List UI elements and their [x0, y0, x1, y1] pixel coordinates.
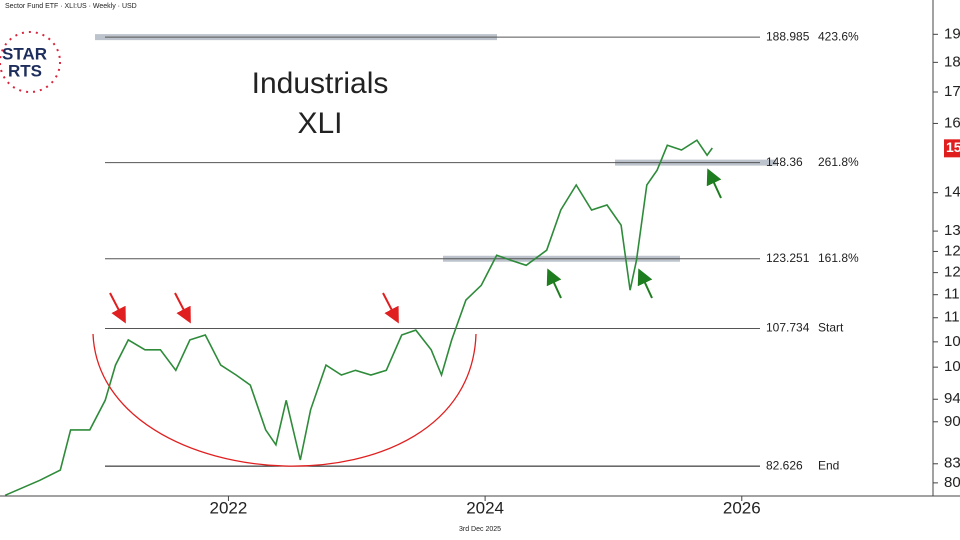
y-tick-label: 105	[944, 333, 960, 350]
y-tick-label: 180	[944, 53, 960, 70]
level-label: Start	[818, 321, 844, 335]
arrow	[174, 292, 191, 324]
y-tick-label: 100	[944, 358, 960, 375]
last-price-box	[944, 139, 960, 158]
price-line	[4, 139, 713, 497]
arrow	[546, 268, 562, 299]
arrow	[706, 168, 722, 199]
y-tick-label: 125	[944, 242, 960, 259]
header: Sector Fund ETF · XLI:US · Weekly · USD	[5, 3, 137, 10]
y-tick-label: 160	[944, 114, 960, 131]
level-value: 123.251	[766, 251, 810, 265]
level-label: 423.6%	[818, 29, 859, 43]
logo-text: RTS	[8, 61, 42, 80]
y-tick-label: 140	[944, 184, 960, 201]
last-price-label: 152.5	[946, 139, 960, 155]
footer: 3rd Dec 2025	[459, 526, 501, 533]
level-value: 82.626	[766, 458, 803, 472]
y-tick-label: 110	[944, 309, 960, 326]
y-tick-label: 115	[944, 286, 960, 303]
cup-arc	[92, 333, 477, 467]
level-label: 161.8%	[818, 251, 859, 265]
y-tick-label: 190	[944, 25, 960, 42]
y-tick-label: 120	[944, 264, 960, 281]
y-tick-label: 130	[944, 222, 960, 239]
level-label: End	[818, 458, 839, 472]
y-tick-label: 90	[944, 413, 960, 430]
chart-subtitle: XLI	[297, 107, 342, 140]
y-tick-label: 83	[944, 455, 960, 472]
level-value: 148.36	[766, 155, 803, 169]
logo-ring	[0, 31, 61, 93]
y-tick-label: 170	[944, 83, 960, 100]
logo: STAR RTS	[0, 31, 61, 93]
x-tick-label: 2026	[723, 498, 761, 517]
chart-title: Industrials	[252, 67, 389, 100]
level-label: 261.8%	[818, 155, 859, 169]
logo-text: STAR	[2, 44, 47, 63]
level-value: 188.985	[766, 29, 810, 43]
arrow	[382, 292, 399, 324]
x-tick-label: 2024	[466, 498, 504, 517]
y-tick-label: 80	[944, 474, 960, 491]
level-value: 107.734	[766, 321, 810, 335]
arrows	[109, 168, 722, 324]
x-tick-label: 2022	[210, 498, 248, 517]
arrow	[109, 292, 126, 324]
y-tick-label: 94	[944, 390, 960, 407]
arrow	[637, 268, 653, 299]
